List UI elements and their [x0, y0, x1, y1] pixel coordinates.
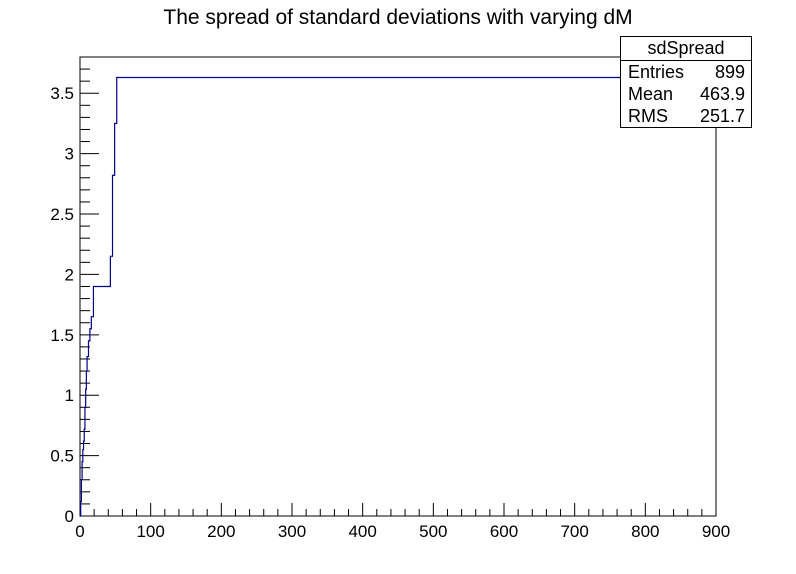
stats-row-mean: Mean 463.9 — [621, 83, 751, 105]
y-tick-label: 2 — [65, 265, 74, 284]
stats-value: 251.7 — [699, 106, 745, 126]
x-tick-label: 200 — [207, 522, 235, 541]
y-tick-label: 0.5 — [50, 447, 74, 466]
chart-title: The spread of standard deviations with v… — [163, 6, 633, 29]
x-tick-label: 400 — [348, 522, 376, 541]
stats-row-entries: Entries 899 — [621, 61, 751, 83]
y-tick-label: 3 — [65, 145, 74, 164]
stats-row-rms: RMS 251.7 — [621, 105, 751, 127]
x-tick-label: 700 — [560, 522, 588, 541]
x-tick-label: 0 — [75, 522, 84, 541]
x-tick-label: 100 — [136, 522, 164, 541]
x-tick-label: 800 — [631, 522, 659, 541]
stats-box-title: sdSpread — [621, 37, 751, 61]
stats-value: 899 — [714, 62, 745, 82]
x-tick-label: 500 — [419, 522, 447, 541]
stats-box: sdSpread Entries 899 Mean 463.9 RMS 251.… — [620, 36, 752, 128]
x-tick-label: 300 — [278, 522, 306, 541]
x-tick-label: 600 — [490, 522, 518, 541]
stats-label: Mean — [628, 84, 674, 104]
y-tick-label: 1.5 — [50, 326, 74, 345]
y-tick-label: 0 — [65, 507, 74, 526]
stats-label: Entries — [628, 62, 685, 82]
y-tick-label: 1 — [65, 386, 74, 405]
x-tick-label: 900 — [702, 522, 730, 541]
y-tick-label: 2.5 — [50, 205, 74, 224]
stats-label: RMS — [628, 106, 668, 126]
data-series-line — [80, 76, 716, 517]
stats-value: 463.9 — [699, 84, 745, 104]
y-tick-label: 3.5 — [50, 84, 74, 103]
